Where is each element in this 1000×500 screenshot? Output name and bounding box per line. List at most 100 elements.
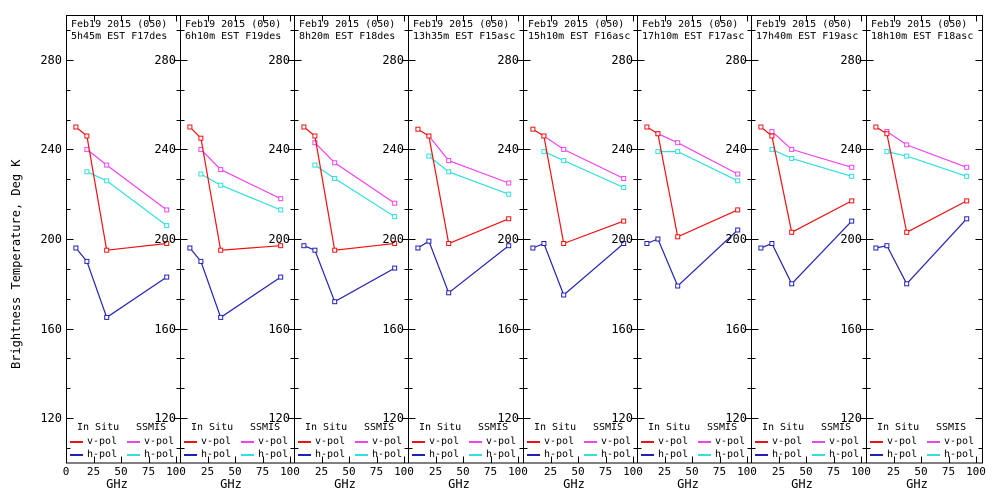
ssmis-h-line bbox=[314, 164, 396, 218]
in-situ-v-marker bbox=[621, 218, 627, 224]
legend-label-ssmis-h-pol: h-pol bbox=[144, 449, 175, 460]
in-situ-v-line bbox=[417, 128, 509, 245]
in-situ-v-marker bbox=[675, 234, 681, 240]
x-tick-label: 50 bbox=[228, 465, 242, 478]
panel-2: Feb19 2015 (050) 6h10m EST F19des In Situ S… bbox=[180, 15, 295, 464]
panel-title-time-satellite: 17h10m EST F17asc bbox=[642, 31, 745, 42]
legend-label-ssmis-h-pol: h-pol bbox=[715, 449, 746, 460]
in-situ-v-marker bbox=[506, 216, 512, 222]
x-tick-label: 75 bbox=[369, 465, 384, 478]
legend-line-swatch-in-situ-v-pol bbox=[70, 441, 83, 443]
legend-line-swatch-ssmis-v-pol bbox=[241, 441, 254, 443]
legend-label-in-situ-v-pol: v-pol bbox=[315, 436, 346, 447]
in-situ-h-marker bbox=[849, 218, 855, 224]
y-tick-label: 200 bbox=[40, 232, 62, 246]
y-tick-label: 120 bbox=[497, 411, 519, 426]
in-situ-v-marker bbox=[104, 247, 110, 253]
legend-label-ssmis-h-pol: h-pol bbox=[944, 449, 975, 460]
legend-label-in-situ-h-pol: h-pol bbox=[658, 449, 689, 460]
legend-line-swatch-ssmis-v-pol bbox=[698, 441, 711, 443]
ssmis-v-line bbox=[886, 131, 967, 168]
y-tick-label: 120 bbox=[40, 411, 62, 426]
in-situ-v-marker bbox=[301, 124, 307, 130]
in-situ-h-marker bbox=[884, 243, 890, 249]
legend-group-in-situ: In Situ bbox=[648, 422, 691, 433]
legend-line-swatch-ssmis-v-pol bbox=[927, 441, 940, 443]
ssmis-h-marker bbox=[769, 146, 775, 152]
in-situ-v-marker bbox=[849, 198, 855, 204]
legend-line-swatch-ssmis-v-pol bbox=[355, 441, 368, 443]
legend-group-in-situ: In Situ bbox=[534, 422, 577, 433]
ssmis-v-marker bbox=[84, 146, 90, 152]
panel-plot-7 bbox=[751, 15, 867, 464]
ssmis-v-marker bbox=[446, 158, 452, 164]
y-tick-label: 160 bbox=[40, 321, 62, 336]
y-tick-label: 160 bbox=[268, 321, 290, 336]
in-situ-v-marker bbox=[735, 207, 741, 213]
y-tick-label: 200 bbox=[154, 232, 176, 246]
legend-label-in-situ-v-pol: v-pol bbox=[772, 436, 803, 447]
legend-label-ssmis-v-pol: v-pol bbox=[715, 436, 746, 447]
in-situ-v-marker bbox=[415, 126, 421, 132]
panel-title-time-satellite: 13h35m EST F15asc bbox=[413, 31, 516, 42]
y-tick-label: 240 bbox=[497, 142, 519, 157]
in-situ-v-line bbox=[760, 126, 852, 234]
ssmis-h-marker bbox=[789, 155, 795, 161]
ssmis-h-marker bbox=[506, 191, 512, 197]
in-situ-v-marker bbox=[873, 124, 879, 130]
legend-label-in-situ-v-pol: v-pol bbox=[87, 436, 118, 447]
ssmis-h-marker bbox=[218, 182, 224, 188]
y-tick-label: 240 bbox=[840, 142, 862, 157]
ssmis-h-marker bbox=[655, 149, 661, 155]
ssmis-v-marker bbox=[621, 176, 627, 181]
in-situ-v-marker bbox=[278, 243, 284, 249]
in-situ-h-marker bbox=[621, 241, 627, 246]
in-situ-h-line bbox=[532, 242, 625, 297]
ssmis-h-marker bbox=[675, 149, 681, 155]
legend-line-swatch-in-situ-h-pol bbox=[527, 454, 540, 456]
ssmis-v-marker bbox=[312, 140, 318, 146]
in-situ-h-marker bbox=[561, 292, 567, 298]
y-tick-label: 280 bbox=[382, 52, 404, 67]
in-situ-h-marker bbox=[312, 247, 318, 253]
ssmis-h-marker bbox=[735, 178, 741, 184]
x-axis-title: GHz bbox=[791, 477, 813, 491]
x-tick-label: 100 bbox=[280, 465, 300, 478]
ssmis-h-marker bbox=[849, 173, 855, 179]
panel-6: Feb19 2015 (050) 17h10m EST F17asc In Situ… bbox=[637, 15, 752, 464]
legend-group-ssmis: SSMIS bbox=[707, 422, 738, 433]
y-tick-label: 200 bbox=[497, 232, 519, 246]
x-tick-label: 75 bbox=[483, 465, 498, 478]
ssmis-h-marker bbox=[426, 153, 432, 159]
legend-line-swatch-in-situ-h-pol bbox=[755, 454, 768, 456]
legend-line-swatch-ssmis-h-pol bbox=[584, 454, 597, 456]
legend-group-in-situ: In Situ bbox=[762, 422, 805, 433]
y-tick-label: 280 bbox=[725, 52, 747, 67]
x-tick-label: 50 bbox=[685, 465, 699, 478]
y-tick-label: 160 bbox=[840, 321, 862, 336]
panel-4: Feb19 2015 (050) 13h35m EST F15asc In Situ… bbox=[408, 15, 524, 464]
panel-title-date: Feb19 2015 (050) bbox=[642, 19, 739, 30]
ssmis-v-line bbox=[200, 148, 281, 200]
x-tick-label: 100 bbox=[166, 465, 186, 478]
in-situ-v-marker bbox=[332, 247, 338, 253]
legend-group-ssmis: SSMIS bbox=[936, 422, 967, 433]
x-tick-label: 25 bbox=[200, 465, 215, 478]
ssmis-v-marker bbox=[675, 140, 681, 146]
y-tick-label: 240 bbox=[268, 142, 290, 157]
in-situ-v-marker bbox=[426, 133, 432, 139]
x-tick-label: 75 bbox=[941, 465, 956, 478]
ssmis-v-marker bbox=[218, 167, 224, 173]
x-tick-label: 25 bbox=[428, 465, 443, 478]
x-tick-label: 75 bbox=[826, 465, 841, 478]
in-situ-v-marker bbox=[964, 198, 970, 204]
legend-label-in-situ-h-pol: h-pol bbox=[429, 449, 460, 460]
in-situ-v-marker bbox=[884, 131, 890, 137]
in-situ-h-marker bbox=[198, 258, 204, 264]
in-situ-h-marker bbox=[392, 265, 398, 271]
x-tick-label: 100 bbox=[394, 465, 414, 478]
x-tick-label: 50 bbox=[799, 465, 813, 478]
legend-label-ssmis-v-pol: v-pol bbox=[372, 436, 403, 447]
panel-title-time-satellite: 6h10m EST F19des bbox=[185, 31, 282, 42]
legend-line-swatch-in-situ-v-pol bbox=[412, 441, 425, 443]
